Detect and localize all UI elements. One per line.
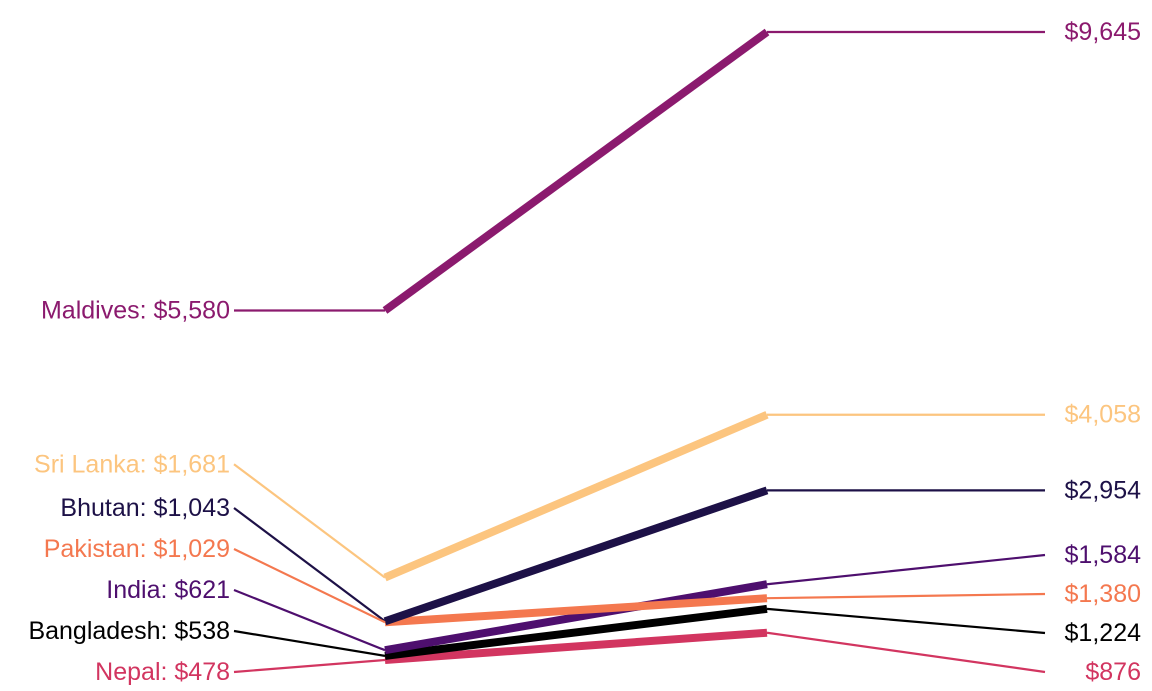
left-leader-bhutan: [233, 507, 386, 623]
right-leader-india: [766, 553, 1046, 586]
left-leader-sri-lanka: [233, 463, 386, 579]
end-label-maldives: $9,645: [1065, 18, 1141, 46]
right-leader-bangladesh: [766, 607, 1046, 635]
start-label-nepal: Nepal: $478: [95, 658, 230, 686]
left-leader-bangladesh: [233, 629, 386, 657]
label-leader-lines: [233, 30, 1046, 674]
left-leader-nepal: [233, 658, 386, 674]
right-leader-nepal: [766, 631, 1046, 674]
start-label-pakistan: Pakistan: $1,029: [44, 535, 230, 563]
end-label-india: $1,584: [1065, 541, 1142, 569]
slope-line-bhutan: [383, 486, 769, 626]
start-label-maldives: Maldives: $5,580: [41, 296, 230, 324]
end-label-bhutan: $2,954: [1065, 476, 1142, 504]
left-leader-india: [233, 588, 386, 652]
start-label-bhutan: Bhutan: $1,043: [60, 494, 230, 522]
end-label-sri-lanka: $4,058: [1065, 401, 1141, 429]
slope-line-nepal: [384, 628, 768, 664]
end-label-pakistan: $1,380: [1065, 580, 1141, 608]
start-label-sri-lanka: Sri Lanka: $1,681: [34, 450, 230, 478]
slope-lines: [382, 28, 770, 664]
slope-line-india: [384, 580, 768, 655]
end-label-nepal: $876: [1085, 658, 1141, 686]
slope-line-maldives: [382, 28, 770, 314]
slope-line-sri-lanka: [383, 411, 769, 582]
end-label-bangladesh: $1,224: [1065, 619, 1142, 647]
right-leader-pakistan: [766, 592, 1046, 600]
slope-line-pakistan: [384, 594, 768, 627]
start-label-india: India: $621: [106, 576, 230, 604]
value-labels: Maldives: $5,580 Sri Lanka: $1,681 Bhutan:…: [28, 18, 1141, 686]
left-leader-pakistan: [233, 548, 386, 624]
slope-line-bangladesh: [384, 604, 768, 660]
start-label-bangladesh: Bangladesh: $538: [28, 617, 230, 645]
